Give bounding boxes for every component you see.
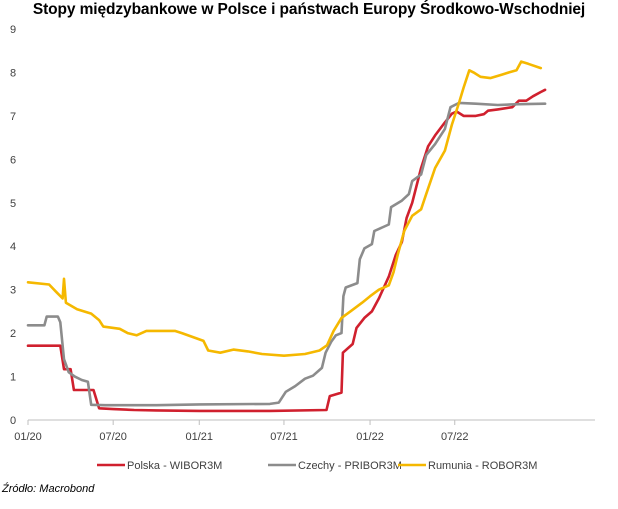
legend: Polska - WIBOR3M Czechy - PRIBOR3M Rumunia…	[97, 460, 537, 472]
legend-label: Czechy - PRIBOR3M	[298, 460, 402, 472]
x-tick-label: 07/22	[441, 431, 469, 443]
y-tick-label: 3	[10, 285, 16, 297]
x-axis-tick-labels: 01/20 07/20 01/21 07/21 01/22 07/22	[14, 431, 468, 443]
series-line-2	[26, 101, 547, 407]
chart-title: Stopy międzybankowe w Polsce i państwach…	[32, 1, 586, 18]
y-axis-tick-labels: 0 1 2 3 4 5 6 7 8 9	[10, 24, 16, 427]
legend-item: Rumunia - ROBOR3M	[398, 460, 537, 472]
y-tick-label: 4	[10, 241, 16, 253]
y-tick-label: 1	[10, 372, 16, 384]
legend-item: Czechy - PRIBOR3M	[268, 460, 402, 472]
y-tick-label: 9	[10, 24, 16, 36]
series-lines	[26, 60, 547, 413]
series-line-3	[26, 60, 543, 357]
source-note: Źródło: Macrobond	[2, 483, 95, 495]
legend-label: Rumunia - ROBOR3M	[428, 460, 537, 472]
series-line-1	[26, 88, 547, 413]
y-tick-label: 7	[10, 111, 16, 123]
legend-label: Polska - WIBOR3M	[127, 460, 222, 472]
x-tick-label: 07/20	[99, 431, 127, 443]
x-axis-ticks	[27, 420, 456, 425]
y-tick-label: 5	[10, 198, 16, 210]
x-tick-label: 01/22	[356, 431, 384, 443]
x-tick-label: 07/21	[270, 431, 298, 443]
y-tick-label: 8	[10, 67, 16, 79]
y-tick-label: 2	[10, 328, 16, 340]
x-tick-label: 01/21	[185, 431, 213, 443]
legend-item: Polska - WIBOR3M	[97, 460, 222, 472]
y-tick-label: 6	[10, 154, 16, 166]
x-tick-label: 01/20	[14, 431, 42, 443]
y-tick-label: 0	[10, 415, 16, 427]
